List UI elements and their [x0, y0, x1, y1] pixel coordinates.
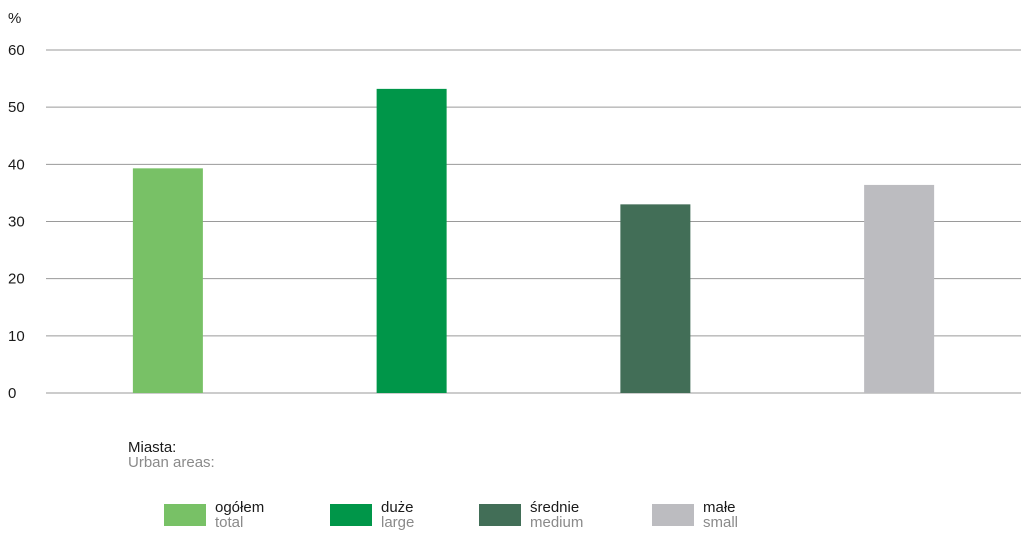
- bar-chart: % 0 10 20 30 40 50 60: [8, 10, 1021, 402]
- legend-label-small: małe: [703, 499, 736, 516]
- legend-label-small-en: small: [703, 514, 739, 531]
- bar-średnie: [620, 204, 691, 393]
- legend-title-pl: Miasta:: [128, 439, 177, 456]
- legend-swatch-total: [164, 504, 206, 526]
- legend-label-total-en: total: [215, 514, 244, 531]
- legend-swatch-small: [652, 504, 694, 526]
- bars: [132, 88, 935, 393]
- y-tick-label-10: 10: [8, 328, 25, 345]
- y-tick-label-0: 0: [8, 385, 16, 402]
- bar-małe: [864, 184, 935, 393]
- bar-duże: [376, 88, 447, 393]
- legend-label-large-en: large: [381, 514, 415, 531]
- y-axis-unit-label: %: [8, 10, 21, 27]
- legend-label-medium: średnie: [530, 499, 580, 516]
- y-tick-labels: 0 10 20 30 40 50 60: [8, 42, 25, 402]
- legend-swatch-medium: [479, 504, 521, 526]
- y-tick-label-50: 50: [8, 99, 25, 116]
- legend-swatch-large: [330, 504, 372, 526]
- gridlines: [46, 49, 1021, 394]
- legend-label-medium-en: medium: [530, 514, 584, 531]
- legend-title: Miasta: Urban areas:: [128, 440, 215, 470]
- y-tick-label-20: 20: [8, 271, 25, 288]
- legend-title-en: Urban areas:: [128, 454, 215, 471]
- legend-label-total: ogółem: [215, 499, 265, 516]
- y-tick-label-30: 30: [8, 214, 25, 231]
- legend-label-large: duże: [381, 499, 414, 516]
- y-tick-label-60: 60: [8, 42, 25, 59]
- y-tick-label-40: 40: [8, 156, 25, 173]
- bar-ogółem: [132, 168, 203, 393]
